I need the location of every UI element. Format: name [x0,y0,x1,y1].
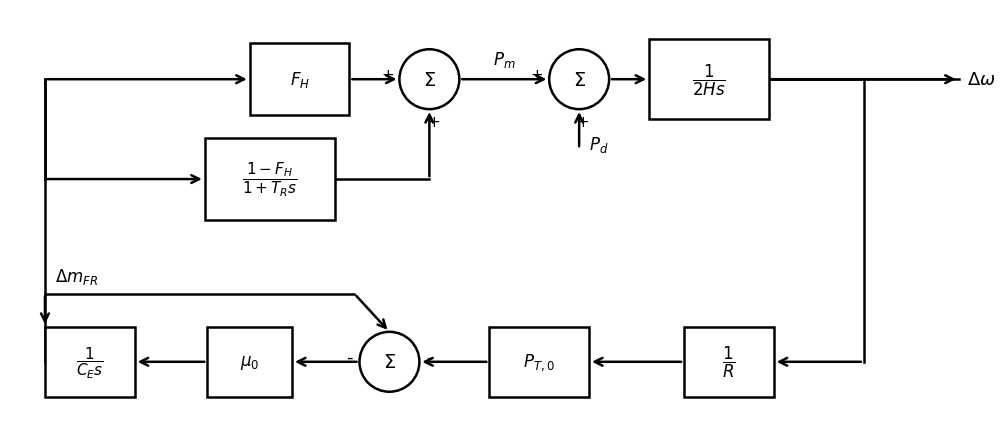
Text: $\Sigma$: $\Sigma$ [573,71,586,89]
Text: $\Delta\omega$: $\Delta\omega$ [967,71,995,89]
Circle shape [549,50,609,110]
Bar [45,327,135,397]
Text: $P_{T,0}$: $P_{T,0}$ [523,352,555,372]
Bar [489,327,589,397]
Text: $P_m$: $P_m$ [493,50,516,70]
Circle shape [359,332,419,392]
Text: +: + [381,68,394,82]
Bar [250,44,349,116]
Bar [649,40,769,120]
Text: +: + [531,68,544,82]
Bar [205,139,335,220]
Text: $\dfrac{1}{C_E s}$: $\dfrac{1}{C_E s}$ [76,344,104,380]
Text: $\Sigma$: $\Sigma$ [423,71,436,89]
Text: +: + [427,115,440,129]
Text: +: + [577,115,590,129]
Text: $\Delta m_{FR}$: $\Delta m_{FR}$ [55,266,98,286]
Bar [207,327,292,397]
Text: -: - [346,348,353,366]
Text: $\mu_0$: $\mu_0$ [240,353,259,371]
Text: $\dfrac{1-F_H}{1+T_R s}$: $\dfrac{1-F_H}{1+T_R s}$ [242,161,297,199]
Circle shape [399,50,459,110]
Text: -: - [426,348,433,366]
Text: $\dfrac{1}{2Hs}$: $\dfrac{1}{2Hs}$ [692,62,726,98]
Text: $\Sigma$: $\Sigma$ [383,352,396,372]
Text: $\dfrac{1}{R}$: $\dfrac{1}{R}$ [722,345,736,379]
Text: $F_H$: $F_H$ [290,70,310,90]
Bar [684,327,774,397]
Text: $P_d$: $P_d$ [589,135,609,155]
